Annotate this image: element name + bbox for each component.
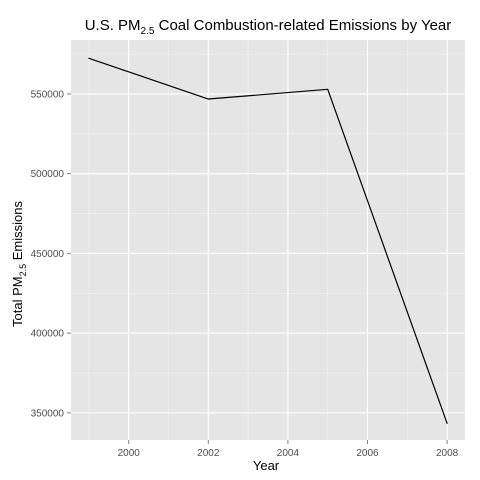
major-gridlines bbox=[71, 40, 465, 440]
x-tick-label-2008: 2008 bbox=[436, 448, 459, 459]
x-tick-label-2000: 2000 bbox=[118, 448, 141, 459]
y-axis-title-suffix: Emissions bbox=[10, 201, 25, 264]
axis-ticks bbox=[67, 93, 448, 444]
series-0-segment-2002-2005 bbox=[207, 88, 329, 100]
minor-gridlines bbox=[71, 40, 465, 440]
x-tick-label-2004: 2004 bbox=[277, 448, 300, 459]
y-tick-label-350000: 350000 bbox=[31, 408, 65, 419]
axis-tick-labels: 2000 2002 2004 2006 2008 350000 400000 450000 50… bbox=[31, 89, 459, 459]
x-tick-label-2002: 2002 bbox=[197, 448, 220, 459]
x-tick-label-2006: 2006 bbox=[356, 448, 379, 459]
y-axis-title-prefix: Total PM bbox=[10, 276, 25, 327]
x-axis-title: Year bbox=[253, 458, 280, 473]
chart-title: U.S. PM2.5 Coal Combustion-related Emiss… bbox=[85, 17, 452, 37]
y-tick-label-550000: 550000 bbox=[31, 89, 65, 100]
series-0-segment-2005-2008 bbox=[327, 88, 448, 424]
chart-title-suffix: Coal Combustion-related Emissions by Yea… bbox=[154, 17, 451, 34]
y-axis-title: Total PM2.5 Emissions bbox=[10, 201, 28, 327]
series-0-segment-1999-2002 bbox=[88, 57, 209, 100]
chart-title-prefix: U.S. PM bbox=[85, 17, 141, 34]
y-axis-title-subscript: 2.5 bbox=[18, 264, 28, 277]
y-tick-label-400000: 400000 bbox=[31, 329, 65, 340]
y-tick-label-450000: 450000 bbox=[31, 249, 65, 260]
series-layer bbox=[88, 57, 448, 424]
y-tick-label-500000: 500000 bbox=[31, 169, 65, 180]
plot-panel bbox=[71, 40, 465, 440]
chart-title-subscript: 2.5 bbox=[141, 26, 155, 37]
